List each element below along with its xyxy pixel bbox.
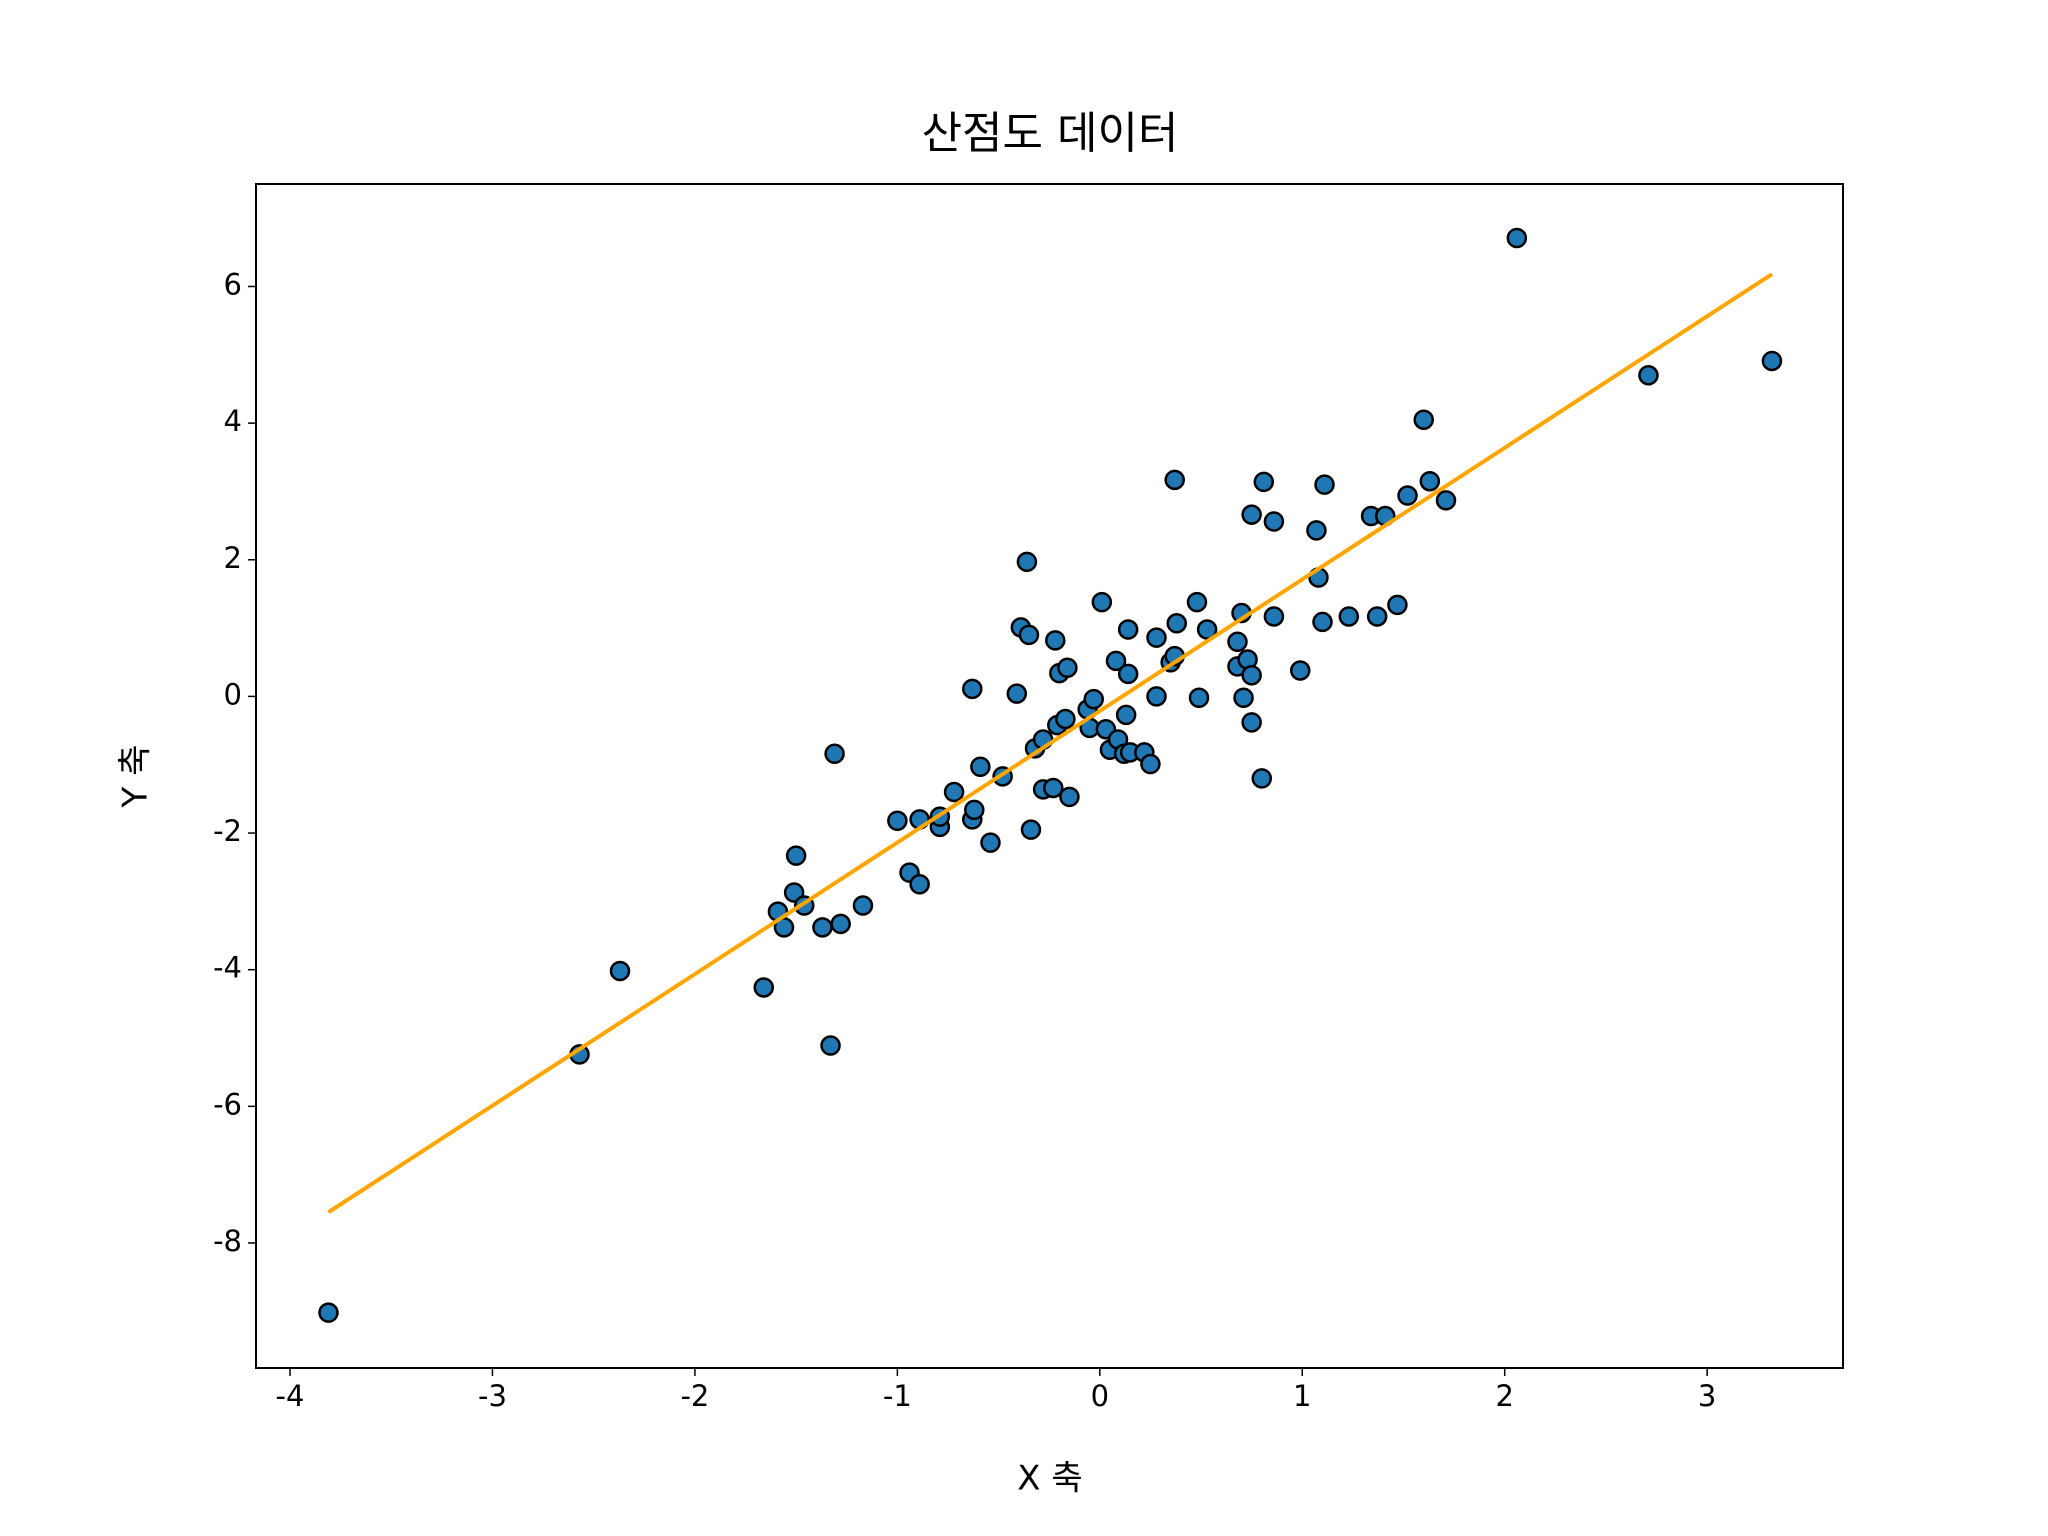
x-tick-label: 3 — [1698, 1379, 1716, 1413]
scatter-point — [1186, 591, 1208, 613]
scatter-point — [943, 781, 965, 803]
y-tick-label: 6 — [224, 267, 242, 301]
scatter-point — [964, 799, 985, 821]
scatter-point — [318, 1302, 339, 1323]
scatter-point — [1016, 551, 1038, 573]
y-tick-label: -4 — [213, 951, 242, 985]
scatter-point — [1045, 630, 1066, 651]
scatter-point — [1289, 660, 1311, 681]
scatter-point — [785, 845, 807, 866]
scatter-point — [1117, 619, 1139, 640]
y-tick-label: -2 — [213, 814, 242, 848]
scatter-point — [1059, 786, 1080, 808]
scatter-point — [820, 1035, 841, 1056]
scatter-point — [1419, 470, 1441, 492]
scatter-point — [1196, 619, 1218, 640]
scatter-point — [753, 977, 774, 998]
scatter-point — [1188, 687, 1210, 709]
scatter-point — [887, 810, 908, 832]
scatter-point — [1018, 624, 1040, 646]
x-tick-label: -3 — [478, 1379, 507, 1413]
scatter-point — [1166, 613, 1187, 634]
scatter-point — [1164, 469, 1185, 491]
scatter-point — [1338, 606, 1360, 627]
scatter-point — [1251, 768, 1273, 789]
scatter-point — [1042, 777, 1064, 799]
scatter-point — [970, 756, 991, 778]
scatter-point — [1366, 606, 1388, 627]
scatter-point — [1506, 227, 1528, 249]
scatter-point — [909, 874, 930, 895]
y-tick-label: -8 — [213, 1224, 242, 1258]
scatter-point — [1263, 606, 1285, 627]
scatter-point — [1387, 594, 1408, 616]
x-tick-label: -2 — [680, 1379, 709, 1413]
plot-frame — [255, 183, 1844, 1369]
scatter-point — [830, 913, 851, 935]
x-tick-label: 0 — [1091, 1379, 1109, 1413]
y-tick-label: 2 — [224, 541, 242, 575]
scatter-point — [1091, 591, 1113, 613]
scatter-point — [1306, 520, 1327, 541]
x-tick-label: 1 — [1293, 1379, 1311, 1413]
scatter-point — [852, 895, 874, 916]
scatter-point — [1241, 664, 1262, 686]
scatter-point — [1055, 708, 1076, 730]
scatter-point — [980, 832, 1001, 853]
scatter-point — [1020, 819, 1042, 840]
y-tick-label: 4 — [224, 404, 242, 438]
scatter-point — [1397, 485, 1418, 506]
scatter-point — [1105, 650, 1127, 672]
x-tick-label: 2 — [1495, 1379, 1513, 1413]
scatter-point — [1761, 350, 1783, 372]
y-axis-label: Y 축 — [116, 745, 156, 809]
x-tick-label: -1 — [883, 1379, 912, 1413]
scatter-point — [1233, 687, 1254, 709]
y-tick-label: -6 — [213, 1087, 242, 1121]
scatter-point — [1413, 409, 1434, 430]
scatter-point — [1140, 753, 1161, 775]
y-tick-label: 0 — [224, 677, 242, 711]
scatter-point — [1115, 704, 1137, 726]
x-axis-label: X 축 — [1017, 1459, 1082, 1499]
scatter-point — [1057, 657, 1078, 678]
scatter-point — [1312, 611, 1333, 633]
scatter-point — [1117, 663, 1139, 685]
scatter-point — [1241, 504, 1262, 525]
scatter-point — [1435, 490, 1457, 511]
scatter-point — [1314, 474, 1335, 495]
scatter-point — [1146, 686, 1167, 707]
scatter-point — [1006, 683, 1028, 704]
scatter-point — [962, 678, 983, 700]
scatter-point — [1241, 712, 1262, 733]
scatter-point — [1083, 688, 1104, 710]
scatter-point — [1146, 627, 1167, 648]
chart-title: 산점도 데이터 — [922, 108, 1179, 159]
scatter-point — [812, 917, 833, 938]
scatter-point — [1253, 471, 1275, 493]
x-tick-label: -4 — [276, 1379, 305, 1413]
scatter-point — [1263, 511, 1285, 532]
fit-line — [327, 272, 1774, 1214]
scatter-point — [824, 743, 845, 765]
scatter-point — [1227, 631, 1248, 652]
scatter-point — [1638, 365, 1659, 386]
scatter-point — [609, 960, 631, 982]
